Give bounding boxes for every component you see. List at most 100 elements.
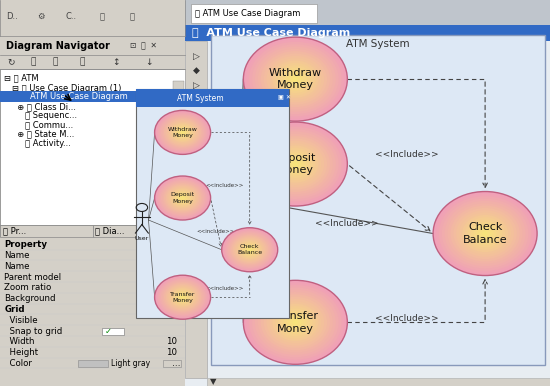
Ellipse shape bbox=[164, 118, 201, 147]
Text: ATM Use Case Diagram: ATM Use Case Diagram bbox=[30, 92, 128, 102]
Ellipse shape bbox=[179, 295, 186, 300]
Text: <<Include>>: <<Include>> bbox=[315, 219, 378, 229]
Text: Color: Color bbox=[4, 359, 32, 368]
Ellipse shape bbox=[468, 220, 503, 247]
FancyBboxPatch shape bbox=[0, 91, 173, 102]
Ellipse shape bbox=[172, 289, 194, 306]
FancyBboxPatch shape bbox=[185, 41, 550, 386]
Text: Name: Name bbox=[4, 251, 30, 260]
Text: ↓: ↓ bbox=[145, 58, 152, 67]
Ellipse shape bbox=[158, 278, 207, 317]
Ellipse shape bbox=[160, 180, 206, 216]
Ellipse shape bbox=[239, 241, 261, 258]
Ellipse shape bbox=[266, 299, 324, 345]
Text: ⊟ 🖼 Use Case Diagram (1): ⊟ 🖼 Use Case Diagram (1) bbox=[12, 83, 122, 93]
Text: Grid: Grid bbox=[4, 305, 25, 314]
FancyBboxPatch shape bbox=[207, 378, 550, 386]
Ellipse shape bbox=[160, 114, 206, 151]
Ellipse shape bbox=[156, 177, 209, 219]
Ellipse shape bbox=[181, 197, 184, 199]
Ellipse shape bbox=[476, 227, 494, 240]
Ellipse shape bbox=[169, 122, 196, 143]
Ellipse shape bbox=[293, 162, 298, 166]
Ellipse shape bbox=[158, 113, 207, 152]
Ellipse shape bbox=[474, 224, 497, 243]
FancyBboxPatch shape bbox=[185, 0, 550, 25]
Ellipse shape bbox=[243, 37, 348, 121]
Text: 📁: 📁 bbox=[80, 58, 85, 67]
Ellipse shape bbox=[252, 129, 339, 199]
Ellipse shape bbox=[272, 304, 318, 341]
Ellipse shape bbox=[177, 292, 189, 302]
Text: ⊡  📌  ✕: ⊡ 📌 ✕ bbox=[130, 41, 157, 50]
Text: Withdraw
Money: Withdraw Money bbox=[269, 68, 322, 90]
Text: 🖼 Commu...: 🖼 Commu... bbox=[12, 120, 73, 129]
Text: ▼: ▼ bbox=[210, 377, 217, 386]
Ellipse shape bbox=[177, 127, 189, 137]
Ellipse shape bbox=[166, 119, 200, 146]
Ellipse shape bbox=[275, 148, 316, 180]
Ellipse shape bbox=[160, 279, 206, 315]
Ellipse shape bbox=[164, 283, 201, 312]
Ellipse shape bbox=[167, 120, 198, 145]
Ellipse shape bbox=[436, 194, 534, 273]
Ellipse shape bbox=[278, 65, 313, 93]
Text: 📁: 📁 bbox=[129, 12, 135, 21]
Text: Deposit
Money: Deposit Money bbox=[170, 192, 195, 204]
Ellipse shape bbox=[270, 143, 321, 185]
Ellipse shape bbox=[281, 152, 310, 176]
Ellipse shape bbox=[450, 205, 520, 262]
Ellipse shape bbox=[228, 233, 272, 267]
Ellipse shape bbox=[275, 63, 316, 95]
Text: 🖼 Dia...: 🖼 Dia... bbox=[96, 226, 125, 235]
Text: 10: 10 bbox=[166, 348, 177, 357]
Text: Transfer
Money: Transfer Money bbox=[273, 311, 318, 334]
FancyBboxPatch shape bbox=[0, 55, 185, 69]
Ellipse shape bbox=[227, 232, 273, 268]
FancyBboxPatch shape bbox=[78, 360, 108, 367]
Ellipse shape bbox=[293, 77, 298, 81]
Text: □: □ bbox=[192, 110, 201, 119]
Text: Visible: Visible bbox=[4, 316, 38, 325]
FancyBboxPatch shape bbox=[185, 41, 207, 378]
Text: 10: 10 bbox=[166, 337, 177, 347]
Ellipse shape bbox=[255, 46, 336, 112]
FancyBboxPatch shape bbox=[136, 89, 289, 318]
Ellipse shape bbox=[161, 181, 205, 215]
Text: 📋: 📋 bbox=[52, 58, 58, 67]
Text: Check
Balance: Check Balance bbox=[463, 222, 508, 245]
Text: C..: C.. bbox=[66, 12, 77, 21]
Ellipse shape bbox=[284, 70, 307, 88]
Text: ▷: ▷ bbox=[193, 51, 200, 61]
Ellipse shape bbox=[252, 287, 339, 357]
Ellipse shape bbox=[482, 231, 488, 236]
Ellipse shape bbox=[175, 291, 190, 303]
Ellipse shape bbox=[179, 196, 186, 200]
Ellipse shape bbox=[181, 131, 184, 134]
Text: ↕: ↕ bbox=[112, 58, 119, 67]
Ellipse shape bbox=[471, 222, 499, 245]
Ellipse shape bbox=[261, 51, 330, 107]
Ellipse shape bbox=[275, 306, 316, 339]
Ellipse shape bbox=[442, 198, 529, 269]
Text: ATM System: ATM System bbox=[346, 39, 409, 49]
Ellipse shape bbox=[167, 186, 198, 210]
Ellipse shape bbox=[179, 130, 186, 135]
Text: Withdraw
Money: Withdraw Money bbox=[168, 127, 197, 138]
Text: Zoom ratio: Zoom ratio bbox=[4, 283, 52, 293]
Ellipse shape bbox=[172, 190, 194, 207]
Ellipse shape bbox=[178, 294, 187, 301]
FancyBboxPatch shape bbox=[0, 36, 185, 55]
FancyBboxPatch shape bbox=[136, 89, 289, 107]
Ellipse shape bbox=[439, 196, 531, 271]
Ellipse shape bbox=[263, 297, 327, 348]
Ellipse shape bbox=[158, 178, 207, 218]
Ellipse shape bbox=[465, 217, 505, 250]
Ellipse shape bbox=[166, 284, 200, 311]
Text: ○: ○ bbox=[192, 95, 200, 105]
Ellipse shape bbox=[453, 208, 517, 259]
Ellipse shape bbox=[255, 131, 336, 197]
Text: <<include>>: <<include>> bbox=[196, 229, 235, 234]
Ellipse shape bbox=[233, 236, 267, 263]
Ellipse shape bbox=[284, 155, 307, 173]
